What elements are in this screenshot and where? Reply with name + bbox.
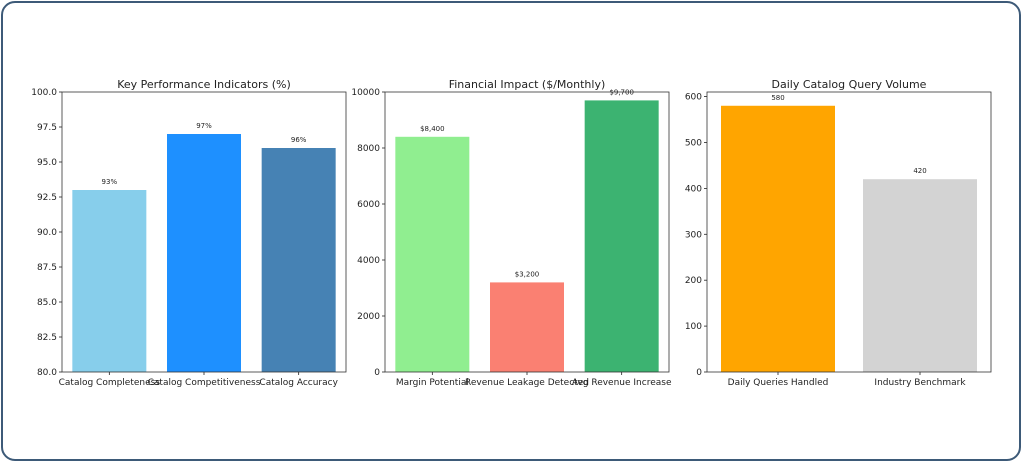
y-tick-label: 100.0 [31,88,57,98]
bar [72,190,147,372]
bar [261,148,336,372]
bar [584,100,659,373]
x-tick-label: Revenue Leakage Detected [465,378,589,388]
y-tick-label: 8000 [357,144,380,154]
x-tick-label: Catalog Completeness [59,378,161,388]
bar [721,105,835,372]
data-label: 97% [196,122,212,130]
y-tick-label: 90.0 [37,228,57,238]
y-tick-label: 0 [374,368,380,378]
y-tick-label: 92.5 [37,193,57,203]
y-tick-label: 95.0 [37,158,57,168]
y-tick-label: 600 [685,93,702,103]
y-tick-label: 4000 [357,256,380,266]
y-tick-label: 82.5 [37,333,57,343]
x-tick-label: Daily Queries Handled [728,378,829,388]
y-tick-label: 10000 [351,88,380,98]
plot-frame [384,91,670,373]
query-volume-chart: Daily Catalog Query Volume 580 Daily Quer… [685,78,992,388]
chart-title: Daily Catalog Query Volume [772,78,927,91]
x-tick-label: Industry Benchmark [874,378,966,388]
data-label: 420 [913,167,926,175]
kpi-chart: Key Performance Indicators (%) 93% Catalo… [31,78,347,388]
plot-frame [706,91,992,373]
y-tick-label: 80.0 [37,368,57,378]
data-label: $8,400 [420,125,445,133]
y-tick-label: 6000 [357,200,380,210]
y-tick-label: 2000 [357,312,380,322]
x-tick-label: Catalog Accuracy [259,378,338,388]
x-tick-label: Catalog Competitiveness [148,378,261,388]
y-tick-label: 200 [685,276,702,286]
bar [863,179,977,372]
chart-title: Key Performance Indicators (%) [117,78,291,91]
bar [490,282,564,372]
bar [167,134,241,372]
plot-frame [61,91,347,373]
y-tick-label: 85.0 [37,298,57,308]
y-tick-label: 97.5 [37,123,57,133]
y-tick-label: 100 [685,322,702,332]
y-tick-label: 400 [685,184,702,194]
y-tick-label: 500 [685,138,702,148]
y-tick-label: 87.5 [37,263,57,273]
data-label: 93% [102,178,118,186]
x-tick-label: Avg Revenue Increase [572,378,672,388]
y-tick-label: 300 [685,230,702,240]
data-label: 580 [771,94,784,102]
chart-title: Financial Impact ($/Monthly) [449,78,606,91]
bar [395,136,470,372]
x-tick-label: Margin Potential [396,378,469,388]
data-label: 96% [291,136,307,144]
y-tick-label: 0 [696,368,702,378]
data-label: $3,200 [515,270,540,278]
financial-chart: Financial Impact ($/Monthly) $8,400 Margi… [351,78,672,388]
